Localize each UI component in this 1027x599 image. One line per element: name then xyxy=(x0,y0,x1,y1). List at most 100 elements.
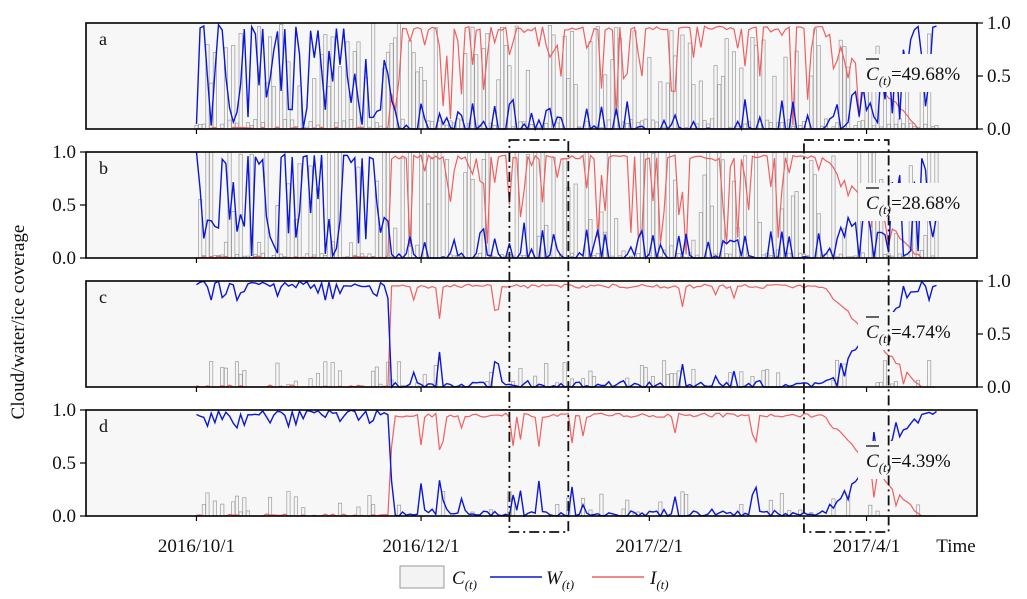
cloud-bar xyxy=(419,67,424,130)
cloud-bar xyxy=(293,496,298,517)
cloud-bar xyxy=(835,122,840,130)
cloud-bar xyxy=(500,26,505,130)
cloud-bar xyxy=(739,371,744,388)
cloud-bar xyxy=(724,38,729,130)
cloud-bar xyxy=(463,53,468,130)
cloud-bar xyxy=(411,52,416,130)
mean-value: =49.68% xyxy=(891,64,960,85)
cloud-bar xyxy=(893,233,898,259)
cloud-bar xyxy=(765,369,770,388)
cloud-bar xyxy=(430,121,435,130)
cloud-bar xyxy=(662,360,667,388)
cloud-bar xyxy=(400,157,405,259)
x-axis-label: Time xyxy=(936,536,975,557)
cloud-bar xyxy=(433,27,438,130)
cloud-bar xyxy=(750,37,755,130)
cloud-bar xyxy=(231,501,236,517)
cloud-bar xyxy=(794,191,799,259)
legend-water-label: W(t) xyxy=(546,568,574,592)
cloud-bar xyxy=(868,504,873,517)
mean-annotation: C(t)=4.74% xyxy=(866,322,951,346)
cloud-bar xyxy=(212,500,217,517)
y-tick-label: 1.0 xyxy=(52,400,76,421)
cloud-bar xyxy=(702,174,707,259)
cloud-bar xyxy=(268,496,273,517)
cloud-bar xyxy=(857,121,862,130)
cloud-bar xyxy=(923,234,928,259)
highlight-window xyxy=(508,139,570,533)
x-tick-label: 2016/12/1 xyxy=(383,536,460,557)
cloud-bar xyxy=(776,372,781,388)
cloud-bar xyxy=(669,245,674,259)
legend-cloud-swatch xyxy=(399,565,445,589)
panel-c: 0.0 0.5 1.0 c C(t)=4.74% xyxy=(85,271,1011,398)
cloud-bar xyxy=(430,157,435,259)
mean-symbol: C xyxy=(866,64,879,85)
cloud-bar xyxy=(242,497,247,517)
cloud-bar xyxy=(669,373,674,388)
cloud-bar xyxy=(584,120,589,130)
y-tick-label: 1.0 xyxy=(52,142,76,163)
cloud-bar xyxy=(621,508,626,517)
cloud-bar xyxy=(338,502,343,517)
cloud-bar xyxy=(702,119,707,130)
cloud-bar xyxy=(698,80,703,130)
panel-letter: a xyxy=(99,29,107,49)
cloud-bar xyxy=(654,121,659,130)
cloud-bar xyxy=(209,151,214,259)
cloud-bar xyxy=(518,367,523,388)
y-tick-label: 0.0 xyxy=(987,119,1011,140)
legend-cloud-label: C(t) xyxy=(452,568,477,592)
cloud-bar xyxy=(393,227,398,259)
cloud-bar xyxy=(779,122,784,130)
cloud-bar xyxy=(665,82,670,130)
y-tick-label: 0.0 xyxy=(52,248,76,269)
cloud-bar xyxy=(205,151,210,259)
cloud-bar xyxy=(680,491,685,517)
cloud-bar xyxy=(573,183,578,259)
cloud-bar xyxy=(757,221,762,259)
cloud-bar xyxy=(562,362,567,388)
cloud-bar xyxy=(566,78,571,130)
cloud-bar xyxy=(812,174,817,259)
cloud-bar xyxy=(691,368,696,388)
cloud-bar xyxy=(231,211,236,259)
legend: C(t) W(t) I(t) xyxy=(399,565,669,592)
cloud-bar xyxy=(658,81,663,130)
cloud-bar xyxy=(639,365,644,388)
y-tick-label: 0.5 xyxy=(987,66,1011,87)
cloud-bar xyxy=(437,151,442,259)
cloud-bar xyxy=(731,51,736,130)
cloud-bar xyxy=(349,119,354,130)
cloud-bar xyxy=(437,120,442,130)
cloud-bar xyxy=(463,172,468,259)
legend-ice-label: I(t) xyxy=(649,568,669,592)
cloud-bar xyxy=(330,362,335,388)
y-axis-label: Cloud/water/ice coverage xyxy=(8,225,29,420)
cloud-bar xyxy=(209,361,214,388)
cloud-bar xyxy=(326,151,331,259)
cloud-bar xyxy=(356,41,361,130)
cloud-bar xyxy=(772,75,777,130)
cloud-bar xyxy=(897,118,902,130)
cloud-bar xyxy=(227,119,232,130)
cloud-bar xyxy=(831,155,836,259)
cloud-bar xyxy=(323,361,328,388)
x-tick-label: 2017/4/1 xyxy=(833,536,901,557)
cloud-bar xyxy=(378,228,383,259)
cloud-bar xyxy=(680,34,685,130)
cloud-bar xyxy=(201,504,206,517)
cloud-bar xyxy=(352,51,357,130)
cloud-bar xyxy=(709,118,714,130)
cloud-bar xyxy=(282,119,287,130)
legend-ice-symbol: I xyxy=(649,568,658,589)
legend-water-symbol: W xyxy=(546,568,564,589)
cloud-bar xyxy=(691,239,696,259)
cloud-bar xyxy=(720,75,725,130)
highlight-windows xyxy=(508,139,890,533)
panels: 0.00.51.0aC(t)=49.68%0.00.51.0bC(t)=28.6… xyxy=(52,13,1011,527)
mean-annotation-bg xyxy=(858,183,968,221)
cloud-bar xyxy=(470,178,475,259)
cloud-bar xyxy=(234,361,239,388)
mean-value: =4.39% xyxy=(891,451,951,472)
